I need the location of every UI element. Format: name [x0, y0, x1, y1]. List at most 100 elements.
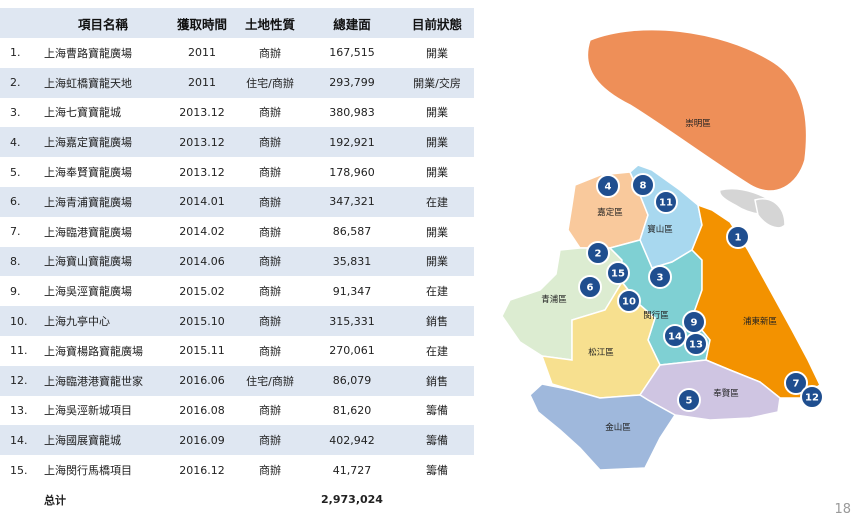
- row-total-area: 178,960: [304, 157, 400, 187]
- row-total-area: 347,321: [304, 186, 400, 217]
- marker-circle: [586, 241, 610, 265]
- row-acquired-time: 2011: [168, 67, 236, 98]
- project-marker: 3: [648, 265, 672, 289]
- table-row: 15. 上海閔行馬橋項目 2016.12 商辦 41,727 籌備: [0, 455, 474, 485]
- label-jiading: 嘉定區: [597, 207, 623, 218]
- row-index: 12.: [0, 365, 38, 396]
- row-land-type: 商辦: [236, 276, 304, 307]
- project-marker: 10: [617, 289, 641, 313]
- marker-circle: [726, 225, 750, 249]
- row-total-area: 86,079: [304, 365, 400, 396]
- row-total-area: 167,515: [304, 38, 400, 68]
- project-marker: 14: [663, 324, 687, 348]
- label-songjiang: 松江區: [588, 347, 614, 358]
- page-number: 18: [834, 502, 851, 517]
- marker-label: 13: [689, 340, 703, 351]
- district-jinshan: [529, 383, 677, 471]
- marker-label: 1: [735, 233, 742, 244]
- table-row: 1. 上海曹路寶龍廣場 2011 商辦 167,515 開業: [0, 38, 474, 68]
- row-total-area: 380,983: [304, 97, 400, 128]
- row-project-name: 上海奉賢寶龍廣場: [38, 157, 168, 187]
- marker-label: 15: [611, 269, 625, 280]
- shanghai-district-map: 崇明區 嘉定區 寶山區 青浦區 閔行區 浦東新區 松江區 奉賢區 金山區 123…: [501, 28, 824, 471]
- marker-label: 12: [805, 393, 819, 404]
- project-marker: 15: [606, 261, 630, 285]
- row-land-type: 商辦: [236, 246, 304, 277]
- row-project-name: 上海閔行馬橋項目: [38, 455, 168, 485]
- row-index: 9.: [0, 276, 38, 307]
- table-row: 10. 上海九亭中心 2015.10 商辦 315,331 銷售: [0, 306, 474, 336]
- row-project-name: 上海吳涇寶龍廣場: [38, 276, 168, 307]
- project-marker: 13: [684, 332, 708, 356]
- row-land-type: 商辦: [236, 306, 304, 336]
- row-project-name: 上海吳涇新城項目: [38, 395, 168, 426]
- project-marker: 8: [631, 173, 655, 197]
- row-acquired-time: 2015.10: [168, 306, 236, 336]
- total-spacer: [236, 484, 304, 515]
- row-acquired-time: 2014.01: [168, 186, 236, 217]
- row-index: 7.: [0, 216, 38, 247]
- header-land-type: 土地性質: [236, 8, 304, 38]
- row-project-name: 上海寶楊路寶龍廣場: [38, 335, 168, 366]
- marker-label: 3: [657, 273, 664, 284]
- row-land-type: 商辦: [236, 97, 304, 128]
- marker-label: 6: [587, 283, 594, 294]
- marker-circle: [578, 275, 602, 299]
- table-row: 4. 上海嘉定寶龍廣場 2013.12 商辦 192,921 開業: [0, 127, 474, 158]
- row-total-area: 192,921: [304, 127, 400, 158]
- total-spacer: [168, 484, 236, 515]
- row-acquired-time: 2011: [168, 38, 236, 68]
- row-land-type: 商辦: [236, 157, 304, 187]
- row-acquired-time: 2016.12: [168, 455, 236, 485]
- row-project-name: 上海曹路寶龍廣場: [38, 38, 168, 68]
- row-status: 籌備: [400, 395, 474, 426]
- row-index: 10.: [0, 306, 38, 336]
- row-index: 1.: [0, 38, 38, 68]
- marker-circle: [684, 332, 708, 356]
- row-index: 6.: [0, 186, 38, 217]
- row-status: 銷售: [400, 306, 474, 336]
- row-total-area: 86,587: [304, 216, 400, 247]
- marker-circle: [663, 324, 687, 348]
- marker-circle: [606, 261, 630, 285]
- project-marker: 11: [654, 190, 678, 214]
- header-acquired-time: 獲取時間: [168, 8, 236, 38]
- label-fengxian: 奉賢區: [713, 388, 739, 399]
- row-status: 籌備: [400, 455, 474, 485]
- project-marker: 2: [586, 241, 610, 265]
- header-status: 目前狀態: [400, 8, 474, 38]
- row-total-area: 293,799: [304, 67, 400, 98]
- marker-label: 10: [622, 297, 636, 308]
- row-acquired-time: 2015.11: [168, 335, 236, 366]
- marker-circle: [800, 385, 824, 409]
- row-index: 13.: [0, 395, 38, 426]
- row-project-name: 上海九亭中心: [38, 306, 168, 336]
- row-status: 開業: [400, 38, 474, 68]
- row-acquired-time: 2014.06: [168, 246, 236, 277]
- row-status: 籌備: [400, 425, 474, 456]
- row-index: 3.: [0, 97, 38, 128]
- row-status: 開業: [400, 127, 474, 158]
- row-index: 15.: [0, 455, 38, 485]
- header-project-name: 項目名稱: [38, 8, 168, 38]
- table-row: 11. 上海寶楊路寶龍廣場 2015.11 商辦 270,061 在建: [0, 335, 474, 366]
- row-land-type: 商辦: [236, 127, 304, 158]
- total-spacer: [0, 484, 38, 515]
- table-row: 9. 上海吳涇寶龍廣場 2015.02 商辦 91,347 在建: [0, 276, 474, 307]
- table-row: 12. 上海臨港港寶龍世家 2016.06 住宅/商辦 86,079 銷售: [0, 365, 474, 396]
- label-qingpu: 青浦區: [541, 294, 567, 305]
- marker-circle: [596, 174, 620, 198]
- row-land-type: 商辦: [236, 216, 304, 247]
- marker-circle: [784, 371, 808, 395]
- marker-circle: [654, 190, 678, 214]
- row-total-area: 41,727: [304, 455, 400, 485]
- district-chongming: [586, 28, 808, 192]
- table-row: 2. 上海虹橋寶龍天地 2011 住宅/商辦 293,799 開業/交房: [0, 67, 474, 98]
- marker-circle: [617, 289, 641, 313]
- row-total-area: 35,831: [304, 246, 400, 277]
- total-spacer: [400, 484, 474, 515]
- row-land-type: 商辦: [236, 395, 304, 426]
- row-project-name: 上海臨港寶龍廣場: [38, 216, 168, 247]
- total-label: 总计: [38, 484, 168, 515]
- project-table: 項目名稱 獲取時間 土地性質 總建面 目前狀態 1. 上海曹路寶龍廣場 2011 商辦…: [0, 8, 474, 515]
